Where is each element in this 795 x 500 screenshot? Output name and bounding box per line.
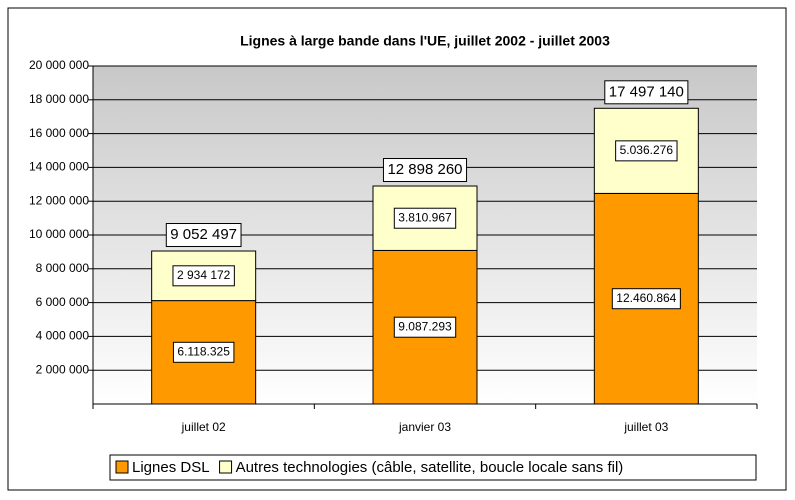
legend-swatch xyxy=(219,460,233,474)
y-tick-label: 12 000 000 xyxy=(29,193,89,207)
total-label-box xyxy=(604,80,689,105)
total-label: 17 497 140 xyxy=(609,83,684,100)
legend-swatch xyxy=(115,460,129,474)
legend-label: Lignes DSL xyxy=(132,459,210,476)
total-label: 9 052 497 xyxy=(170,226,237,243)
x-tick-label: juillet 02 xyxy=(181,420,226,434)
y-tick-label: 10 000 000 xyxy=(29,227,89,241)
y-tick-label: 2 000 000 xyxy=(36,362,90,376)
chart-title: Lignes à large bande dans l'UE, juillet … xyxy=(240,33,610,49)
value-label: 9.087.293 xyxy=(398,319,452,333)
total-label: 12 898 260 xyxy=(387,161,462,178)
legend-frame xyxy=(109,454,757,481)
value-label: 6.118.325 xyxy=(177,344,230,358)
y-tick-label: 4 000 000 xyxy=(36,329,90,343)
y-tick-label: 14 000 000 xyxy=(29,160,89,174)
value-label: 12.460.864 xyxy=(616,291,676,305)
value-label-box xyxy=(172,341,235,363)
value-label-box xyxy=(611,288,681,310)
value-label: 5.036.276 xyxy=(620,143,674,157)
y-tick-label: 16 000 000 xyxy=(29,126,89,140)
value-label-box xyxy=(172,265,235,287)
y-tick-label: 18 000 000 xyxy=(29,92,89,106)
x-tick-label: janvier 03 xyxy=(398,420,451,434)
y-tick-label: 20 000 000 xyxy=(29,58,89,72)
value-label-box xyxy=(393,207,457,229)
legend-label: Autres technologies (câble, satellite, b… xyxy=(236,459,624,476)
value-label: 3.810.967 xyxy=(398,210,452,224)
total-label-box xyxy=(165,223,242,248)
y-tick-label: 8 000 000 xyxy=(36,261,90,275)
value-label-box xyxy=(393,316,457,338)
value-label-box xyxy=(615,140,678,162)
x-tick-label: juillet 03 xyxy=(623,420,668,434)
total-label-box xyxy=(382,158,468,183)
value-label: 2 934 172 xyxy=(177,268,231,282)
y-tick-label: 6 000 000 xyxy=(36,295,90,309)
